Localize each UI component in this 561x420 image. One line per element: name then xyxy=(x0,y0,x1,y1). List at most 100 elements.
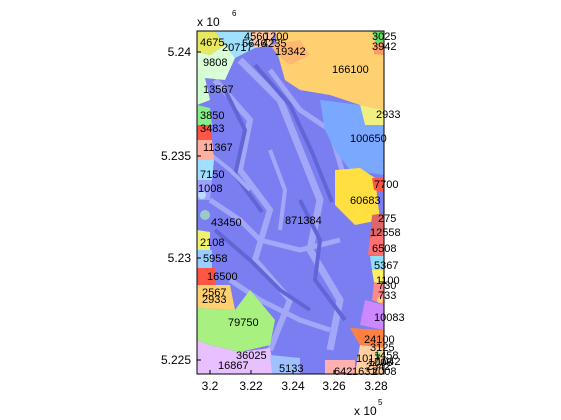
region-label: 1008 xyxy=(368,357,392,369)
x-tick-label: 3.22 xyxy=(239,379,263,393)
region-label: 1631 xyxy=(352,366,376,378)
y-tick-label: 5.225 xyxy=(161,353,191,367)
basin-60683 xyxy=(335,168,380,225)
region-label: 2008 xyxy=(372,366,396,378)
map-plot-area xyxy=(197,31,384,374)
region-label: 10083 xyxy=(374,312,405,324)
y-tick-label: 5.235 xyxy=(161,149,191,163)
x-multiplier-base: x 10 xyxy=(354,404,377,418)
basin-11367 xyxy=(197,140,214,160)
region-label: 2567 xyxy=(202,287,226,299)
basin-10083 xyxy=(360,300,384,330)
basin-16867 xyxy=(197,340,275,374)
region-label: 2108 xyxy=(200,237,224,249)
basin-1100 xyxy=(372,270,384,285)
region-label: 1042 xyxy=(376,356,400,368)
region-label: 3125 xyxy=(370,342,394,354)
x-axis: 3.2 3.22 3.24 3.26 3.28 xyxy=(202,370,388,393)
region-label: 12558 xyxy=(370,227,401,239)
region-label: 19342 xyxy=(275,46,306,58)
sub-basins xyxy=(197,31,384,374)
region-label: 20717 xyxy=(222,42,253,54)
region-label: 2933 xyxy=(376,109,400,121)
y-tick-label: 5.24 xyxy=(168,45,192,59)
basin-2567 xyxy=(197,285,235,310)
region-label: 16867 xyxy=(218,360,249,372)
basin-20717 xyxy=(215,31,255,58)
plot-frame xyxy=(196,30,385,375)
x-tick-label: 3.26 xyxy=(322,379,346,393)
region-label: 13567 xyxy=(203,84,234,96)
basin-13567 xyxy=(197,70,210,105)
region-label: 733 xyxy=(378,290,396,302)
edge-speckles xyxy=(198,191,383,358)
region-label: 166100 xyxy=(332,64,369,76)
region-label: 871384 xyxy=(285,215,322,227)
basin-1017 xyxy=(355,345,384,374)
basin-16500 xyxy=(197,268,215,285)
region-label: 730 xyxy=(378,280,396,292)
basin-5367 xyxy=(370,256,384,272)
basin-9808 xyxy=(197,45,235,80)
region-label: 2933 xyxy=(202,294,226,306)
region-label: 4560 xyxy=(244,31,268,43)
region-label: 9808 xyxy=(203,57,227,69)
region-label: 6508 xyxy=(372,243,396,255)
region-label: 3942 xyxy=(372,41,396,53)
basin-6508 xyxy=(368,235,384,256)
region-label: 36025 xyxy=(236,350,267,362)
basin-12558 xyxy=(370,213,384,238)
basin-79750 xyxy=(197,290,275,352)
region-label: 1458 xyxy=(374,350,398,362)
y-multiplier-base: x 10 xyxy=(197,15,220,29)
region-label: 60683 xyxy=(350,195,381,207)
region-label: 24100 xyxy=(364,334,395,346)
basin-24100 xyxy=(350,328,384,348)
basin-7700 xyxy=(372,178,384,192)
region-label: 16500 xyxy=(207,271,238,283)
region-label: 5367 xyxy=(374,260,398,272)
region-label: 5133 xyxy=(279,363,303,375)
basin-100650 xyxy=(320,100,384,175)
region-label: 1017 xyxy=(356,353,380,365)
basin-3850 xyxy=(197,105,212,125)
y-tick-label: 5.23 xyxy=(168,251,192,265)
region-label: 43450 xyxy=(211,217,242,229)
basin-2933-top xyxy=(360,105,384,125)
region-label: 2542 xyxy=(366,361,390,373)
basin-7150 xyxy=(197,160,214,180)
region-label: 1200 xyxy=(264,31,288,43)
region-label: 1008 xyxy=(198,183,222,195)
region-label: 79750 xyxy=(228,317,259,329)
region-label: 275 xyxy=(378,213,396,225)
region-label: 5958 xyxy=(203,253,227,265)
region-label: 4675 xyxy=(200,37,224,49)
basin-2108 xyxy=(197,230,210,250)
region-label: 5646 xyxy=(242,38,266,50)
basin-5133 xyxy=(270,355,300,374)
basin-4675 xyxy=(197,31,225,55)
x-tick-label: 3.28 xyxy=(364,379,388,393)
basin-3483 xyxy=(197,125,212,140)
x-multiplier-exp: 5 xyxy=(378,398,383,407)
region-label: 1100 xyxy=(376,275,400,287)
x-tick-label: 3.2 xyxy=(202,379,219,393)
region-label: 100650 xyxy=(350,133,387,145)
basin-3942 xyxy=(374,42,384,55)
basin-19342 xyxy=(270,40,310,65)
basin-2542 xyxy=(325,360,355,374)
y-multiplier-exp: 6 xyxy=(232,9,237,18)
region-label: 3025 xyxy=(372,31,396,43)
region-label: 642 xyxy=(334,366,352,378)
region-label: 4235 xyxy=(262,38,286,50)
basin-4560 xyxy=(250,31,275,48)
region-label: 7150 xyxy=(200,169,224,181)
region-label: 3483 xyxy=(200,123,224,135)
x-tick-label: 3.24 xyxy=(281,379,305,393)
region-label: 3850 xyxy=(200,110,224,122)
basin-3025 xyxy=(372,31,384,44)
region-label: 7700 xyxy=(374,179,398,191)
relief-shading xyxy=(203,57,348,352)
